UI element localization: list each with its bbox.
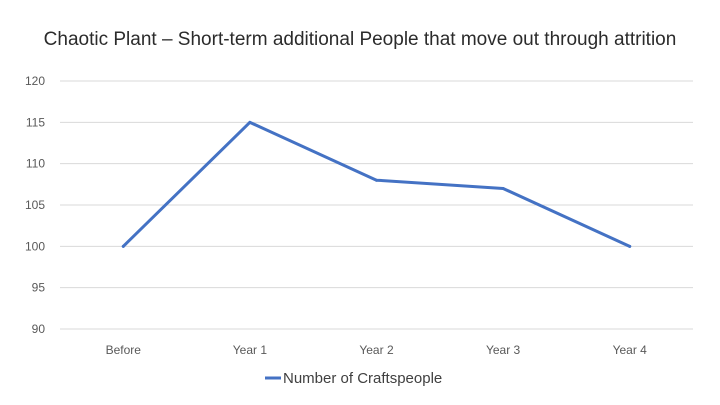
data-point <box>501 186 505 190</box>
y-tick-label: 90 <box>32 322 46 336</box>
series-line <box>121 120 632 248</box>
x-tick-label: Year 3 <box>486 343 521 357</box>
legend-label: Number of Craftspeople <box>283 370 442 387</box>
y-tick-label: 115 <box>26 115 45 129</box>
data-point <box>121 244 125 248</box>
x-tick-label: Year 4 <box>613 343 648 357</box>
y-tick-label: 100 <box>25 239 45 253</box>
x-tick-label: Year 2 <box>359 343 394 357</box>
y-tick-label: 105 <box>25 198 45 212</box>
y-tick-label: 120 <box>25 74 45 88</box>
y-tick-label: 110 <box>26 157 45 171</box>
data-point <box>375 178 378 182</box>
y-tick-label: 95 <box>32 281 46 295</box>
chart-title: Chaotic Plant – Short-term additional Pe… <box>43 29 677 50</box>
data-point <box>628 244 632 248</box>
x-tick-label: Before <box>106 343 142 357</box>
data-point <box>248 120 252 124</box>
x-tick-label: Year 1 <box>233 343 268 357</box>
